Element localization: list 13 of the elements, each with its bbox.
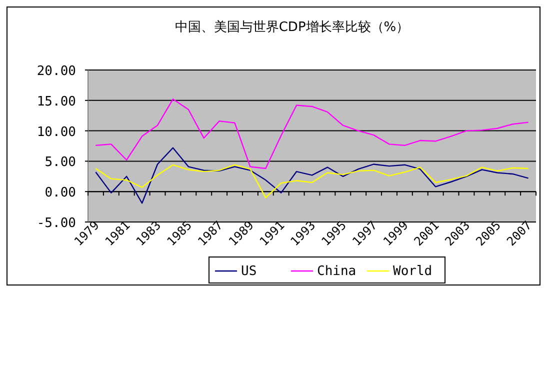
y-tick-label: 5.00 [44,155,76,170]
y-tick-label: 20.00 [36,64,76,79]
y-tick-label: 0.00 [44,186,76,201]
chart-title: 中国、美国与世界CDP增长率比较（%） [174,19,410,35]
line-series [95,164,529,198]
y-tick-label: -5.00 [36,216,76,231]
y-tick-label: 15.00 [36,94,76,110]
legend-label: World [393,264,432,279]
y-tick-label: 10.00 [36,124,76,140]
line-series [95,147,529,204]
line-series [95,98,529,170]
legend-label: China [317,264,356,279]
legend-label: US [241,264,257,279]
